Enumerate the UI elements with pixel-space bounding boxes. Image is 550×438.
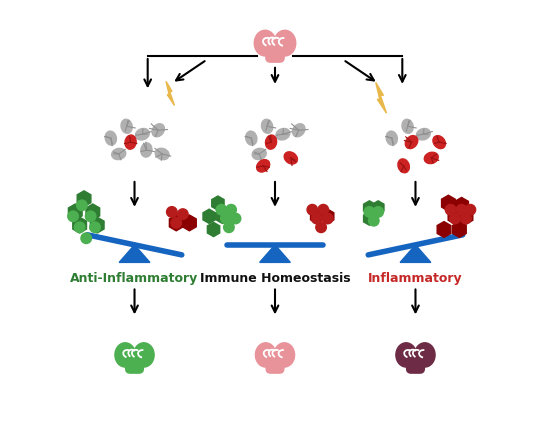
Circle shape [456,205,467,215]
Circle shape [221,214,231,224]
Ellipse shape [125,136,136,150]
Circle shape [318,205,328,215]
Polygon shape [455,198,469,214]
Circle shape [230,214,241,224]
Circle shape [450,214,460,224]
FancyBboxPatch shape [125,357,144,373]
Circle shape [90,223,100,233]
Polygon shape [216,210,228,224]
Polygon shape [372,201,384,215]
Polygon shape [90,218,104,233]
Circle shape [364,207,375,218]
Polygon shape [86,205,100,220]
Ellipse shape [433,136,446,149]
Polygon shape [68,205,82,220]
Ellipse shape [266,136,277,150]
Circle shape [85,212,96,222]
Polygon shape [400,245,431,263]
Circle shape [226,205,236,215]
Ellipse shape [112,149,126,160]
Ellipse shape [246,132,257,146]
Circle shape [76,201,87,211]
Circle shape [465,205,476,215]
Polygon shape [311,210,323,224]
Polygon shape [376,83,387,114]
Circle shape [373,207,383,218]
Ellipse shape [257,160,270,173]
Ellipse shape [276,129,290,141]
Circle shape [224,223,234,233]
Ellipse shape [416,129,430,141]
Polygon shape [169,215,183,231]
Polygon shape [364,201,375,215]
Polygon shape [442,196,455,212]
Circle shape [307,205,317,215]
Ellipse shape [293,124,305,138]
Ellipse shape [252,149,266,160]
Ellipse shape [284,152,298,165]
FancyBboxPatch shape [406,357,425,373]
Circle shape [446,205,456,215]
Circle shape [81,233,91,244]
Polygon shape [459,209,473,225]
Ellipse shape [155,149,169,160]
Circle shape [322,214,333,224]
Ellipse shape [115,343,135,367]
Circle shape [74,223,85,233]
Ellipse shape [261,120,273,134]
Ellipse shape [274,31,296,57]
Text: Inflammatory: Inflammatory [368,272,463,285]
Circle shape [311,214,322,224]
Circle shape [167,207,177,218]
Ellipse shape [274,343,295,367]
Text: Immune Homeostasis: Immune Homeostasis [200,272,350,285]
Polygon shape [322,210,334,224]
FancyBboxPatch shape [266,46,284,63]
Polygon shape [448,209,462,225]
Polygon shape [119,245,150,263]
Ellipse shape [141,144,152,158]
Text: Anti-Inflammatory: Anti-Inflammatory [70,272,199,285]
Circle shape [216,205,227,215]
Polygon shape [437,222,451,238]
Ellipse shape [405,136,418,149]
Circle shape [178,209,188,220]
Ellipse shape [121,120,132,134]
Ellipse shape [402,120,413,134]
Polygon shape [73,218,86,233]
Ellipse shape [135,129,150,141]
Ellipse shape [386,132,398,146]
Ellipse shape [396,343,416,367]
Ellipse shape [105,132,117,146]
Polygon shape [166,82,174,106]
FancyBboxPatch shape [266,357,284,373]
Circle shape [171,218,182,229]
Polygon shape [77,191,91,207]
Ellipse shape [254,31,276,57]
Polygon shape [183,215,196,231]
Ellipse shape [152,124,164,138]
Polygon shape [212,197,224,211]
Polygon shape [453,222,466,238]
Circle shape [68,212,78,222]
Ellipse shape [134,343,154,367]
Polygon shape [203,210,215,224]
Polygon shape [364,212,375,226]
Polygon shape [207,223,219,237]
Ellipse shape [415,343,435,367]
Ellipse shape [424,153,438,164]
Circle shape [461,214,471,224]
Circle shape [368,216,379,226]
Polygon shape [260,245,290,263]
Circle shape [316,223,326,233]
Ellipse shape [398,159,409,173]
Ellipse shape [255,343,276,367]
